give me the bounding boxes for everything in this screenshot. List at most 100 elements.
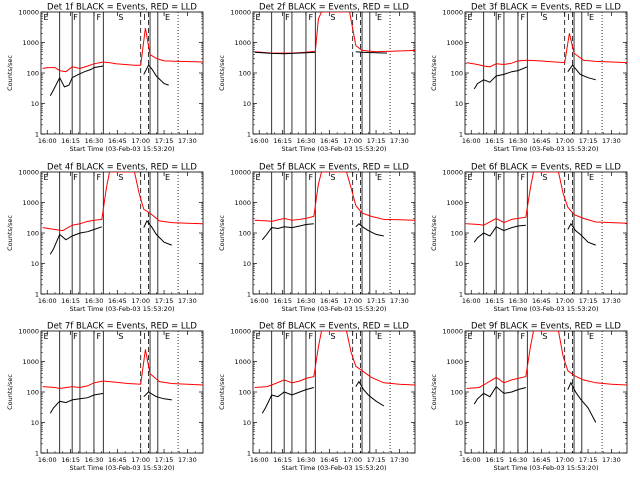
y-tick-label: 10	[455, 260, 463, 268]
interval-marker-label: E	[589, 13, 594, 22]
interval-marker-label: E	[589, 173, 594, 182]
interval-marker-label: E	[377, 332, 382, 341]
plot-frame	[252, 330, 416, 454]
x-tick-label: 16:15	[485, 137, 504, 145]
panel-title: Det 9f BLACK = Events, RED = LLD	[471, 322, 621, 332]
panel-title: Det 5f BLACK = Events, RED = LLD	[259, 163, 409, 173]
x-tick-label: 16:30	[85, 137, 104, 145]
y-tick-label: 10000	[18, 327, 39, 335]
x-tick-label: 16:00	[462, 456, 481, 464]
interval-marker-label: E	[468, 332, 473, 341]
x-tick-label: 16:15	[273, 137, 292, 145]
interval-marker-label: F	[73, 332, 78, 341]
x-tick-label: 16:15	[61, 456, 80, 464]
panel-2: Det 2f BLACK = Events, RED = LLD 1 10 100 10…	[218, 3, 416, 153]
x-tick-label: 17:00	[343, 137, 362, 145]
x-tick-label: 17:00	[555, 456, 574, 464]
y-tick-label: 10	[455, 419, 463, 427]
x-tick-label: 17:15	[155, 137, 174, 145]
y-tick-label: 100	[451, 69, 463, 77]
events-series-line	[49, 219, 172, 255]
x-tick-label: 16:00	[250, 456, 269, 464]
interval-marker-label: S	[542, 332, 547, 341]
interval-marker-label: I	[143, 173, 145, 182]
x-tick-label: 16:45	[320, 297, 339, 305]
y-tick-label: 10	[243, 419, 251, 427]
y-tick-label: 10	[243, 260, 251, 268]
interval-marker-label: F	[309, 173, 314, 182]
events-series-line	[49, 391, 172, 414]
interval-marker-label: I	[567, 332, 569, 341]
y-tick-label: 10000	[18, 168, 39, 176]
interval-marker-label: E	[165, 173, 170, 182]
y-axis-label: Counts/sec	[430, 215, 438, 251]
y-axis-label: Counts/sec	[218, 374, 226, 410]
plot-frame	[464, 171, 628, 295]
y-tick-label: 10	[243, 100, 251, 108]
x-tick-label: 17:30	[390, 297, 409, 305]
interval-marker-label: F	[521, 13, 526, 22]
y-axis-label: Counts/sec	[6, 55, 14, 91]
panel-title: Det 1f BLACK = Events, RED = LLD	[47, 3, 197, 13]
y-tick-label: 1000	[234, 199, 251, 207]
interval-marker-label: F	[285, 332, 290, 341]
interval-marker-label: F	[521, 173, 526, 182]
interval-marker-label: E	[377, 13, 382, 22]
y-tick-label: 100	[239, 229, 251, 237]
lld-series-line	[466, 33, 627, 68]
x-axis-label: Start Time (03-Feb-03 15:53:20)	[70, 305, 175, 313]
x-tick-label: 16:30	[509, 137, 528, 145]
x-tick-label: 16:45	[532, 297, 551, 305]
x-axis-label: Start Time (03-Feb-03 15:53:20)	[70, 145, 175, 153]
y-tick-label: 1	[35, 449, 39, 457]
y-tick-label: 1000	[446, 199, 463, 207]
y-tick-label: 10000	[442, 327, 463, 335]
interval-marker-label: I	[567, 173, 569, 182]
y-tick-label: 100	[27, 388, 39, 396]
y-tick-label: 1000	[446, 39, 463, 47]
x-tick-label: 17:15	[155, 297, 174, 305]
x-axis-label: Start Time (03-Feb-03 15:53:20)	[494, 145, 599, 153]
x-tick-label: 17:30	[178, 456, 197, 464]
y-tick-label: 100	[27, 229, 39, 237]
interval-marker-label: F	[497, 13, 502, 22]
events-series-line	[473, 222, 596, 246]
x-tick-label: 16:15	[273, 456, 292, 464]
interval-marker-label: S	[118, 332, 123, 341]
panel-1: Det 1f BLACK = Events, RED = LLD 1 10 100 10…	[6, 3, 204, 153]
x-tick-label: 16:00	[462, 297, 481, 305]
interval-marker-label: S	[118, 13, 123, 22]
x-tick-label: 17:00	[555, 297, 574, 305]
y-tick-label: 1000	[22, 199, 39, 207]
interval-marker-label: F	[97, 13, 102, 22]
events-series-line	[473, 64, 596, 90]
y-tick-label: 100	[239, 69, 251, 77]
interval-marker-label: F	[73, 13, 78, 22]
x-tick-label: 17:15	[579, 137, 598, 145]
panel-title: Det 4f BLACK = Events, RED = LLD	[47, 163, 197, 173]
x-axis-label: Start Time (03-Feb-03 15:53:20)	[282, 145, 387, 153]
x-tick-label: 16:15	[61, 137, 80, 145]
panel-6: Det 6f BLACK = Events, RED = LLD 1 10 100 10…	[430, 163, 628, 313]
x-tick-label: 16:00	[38, 297, 57, 305]
x-tick-label: 16:45	[532, 137, 551, 145]
x-tick-label: 17:15	[579, 456, 598, 464]
interval-marker-label: S	[330, 332, 335, 341]
lld-series-line	[254, 12, 415, 54]
x-tick-label: 17:30	[602, 456, 621, 464]
interval-marker-label: F	[97, 173, 102, 182]
interval-marker-label: E	[44, 173, 49, 182]
plot-frame	[464, 11, 628, 135]
x-tick-label: 16:45	[532, 456, 551, 464]
panel-title: Det 8f BLACK = Events, RED = LLD	[259, 322, 409, 332]
interval-marker-label: I	[355, 332, 357, 341]
x-tick-label: 16:30	[85, 456, 104, 464]
interval-marker-label: E	[377, 173, 382, 182]
y-tick-label: 1	[459, 449, 463, 457]
x-axis-label: Start Time (03-Feb-03 15:53:20)	[282, 464, 387, 472]
x-tick-label: 16:00	[38, 456, 57, 464]
x-tick-label: 17:00	[131, 137, 150, 145]
plot-frame	[252, 171, 416, 295]
lld-series-line	[42, 349, 203, 390]
